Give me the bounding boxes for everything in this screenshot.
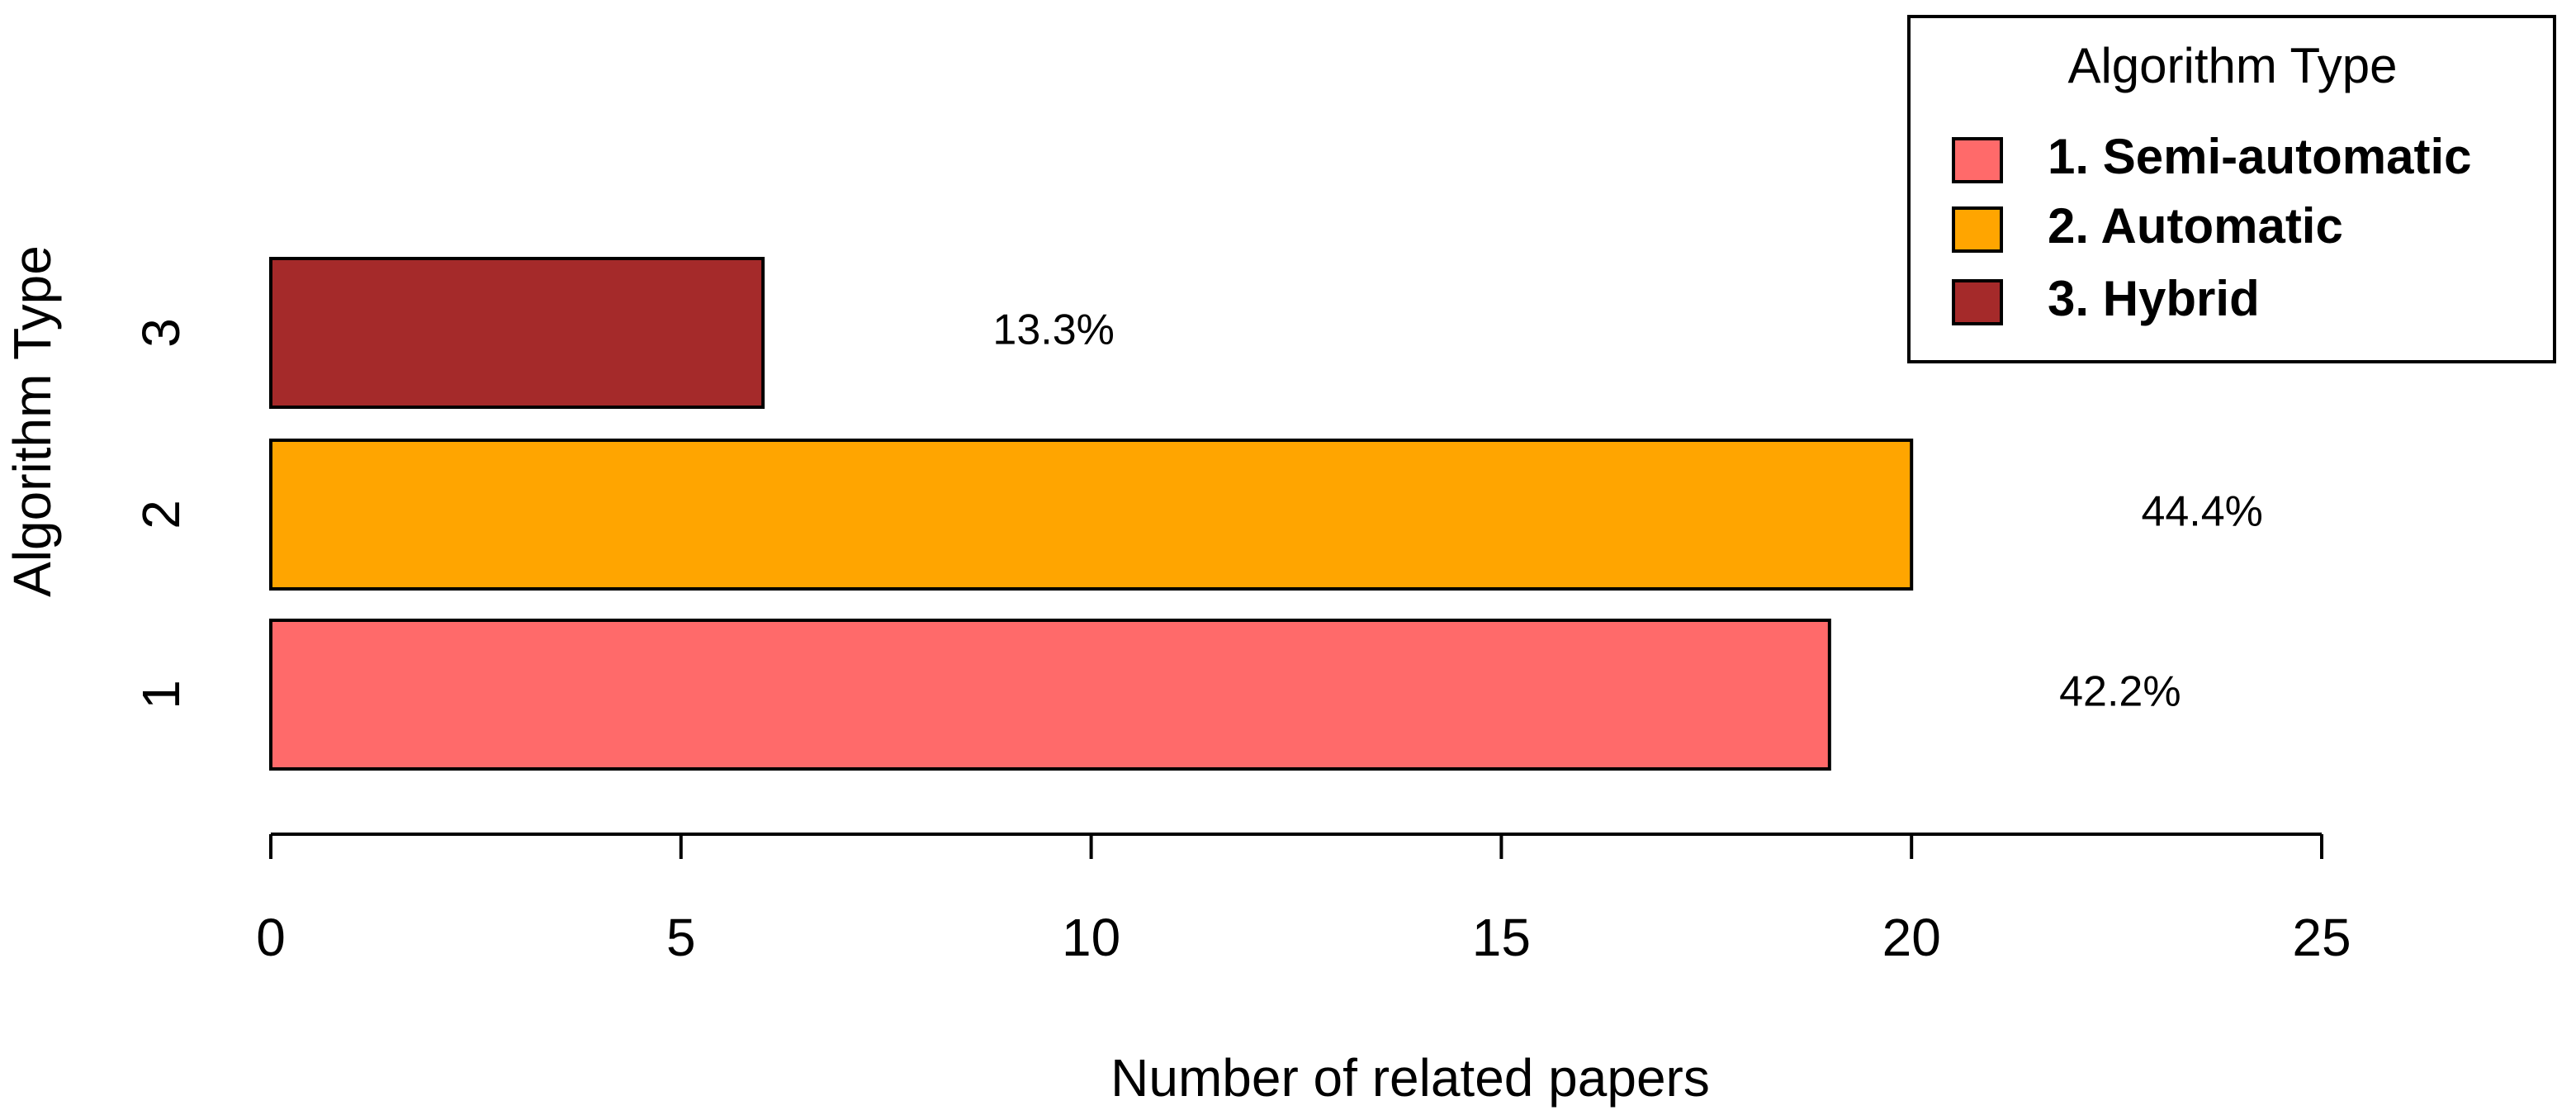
legend-swatch <box>1952 137 2003 183</box>
bar <box>269 439 1914 591</box>
x-axis-label: Number of related papers <box>1110 1048 1710 1108</box>
y-axis-label: Algorithm Type <box>2 245 62 597</box>
legend-swatch <box>1952 206 2003 253</box>
legend-label: 3. Hybrid <box>2048 271 2260 326</box>
x-tick-label: 20 <box>1882 908 1941 967</box>
y-tick-label: 3 <box>131 318 191 348</box>
y-tick-label: 1 <box>131 680 191 709</box>
x-tick-label: 5 <box>666 908 696 967</box>
bar-annotation: 44.4% <box>2141 488 2262 536</box>
x-tick-label: 15 <box>1472 908 1531 967</box>
bar-annotation: 42.2% <box>2059 668 2181 716</box>
bar <box>269 619 1831 771</box>
x-tick-label: 0 <box>256 908 286 967</box>
x-tick-label: 10 <box>1062 908 1120 967</box>
legend-label: 1. Semi-automatic <box>2048 129 2472 184</box>
legend-box <box>1907 15 2556 363</box>
legend-title: Algorithm Type <box>2067 38 2397 93</box>
x-tick-label: 25 <box>2292 908 2351 967</box>
legend-swatch <box>1952 279 2003 325</box>
legend-label: 2. Automatic <box>2048 198 2343 254</box>
bar <box>269 257 765 409</box>
y-tick-label: 2 <box>131 500 191 529</box>
bar-annotation: 13.3% <box>992 306 1114 354</box>
